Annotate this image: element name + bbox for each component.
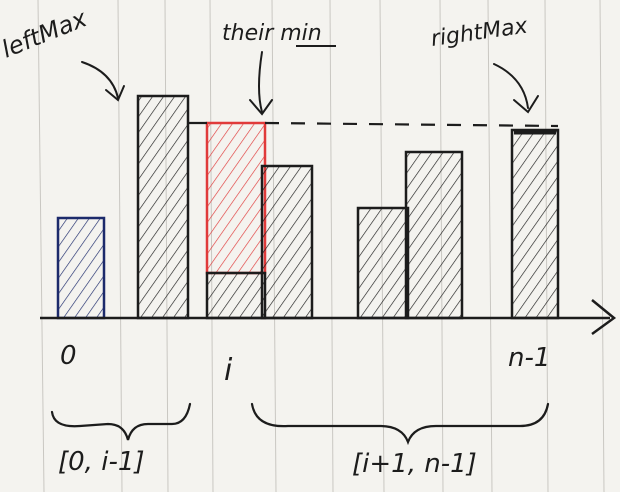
bar-1 xyxy=(136,94,190,320)
bar-5 xyxy=(404,150,464,320)
x-label-0: 0 xyxy=(60,341,77,371)
bar-0 xyxy=(56,216,106,320)
x-label-n-1: n-1 xyxy=(508,343,550,373)
bar-3 xyxy=(260,164,314,320)
x-label-i: i xyxy=(224,353,233,388)
bar-i xyxy=(205,271,267,320)
annotation-arrows xyxy=(81,51,539,116)
bar-4 xyxy=(356,206,410,320)
min-level-line xyxy=(188,121,559,128)
right-max-label: rightMax xyxy=(429,14,530,52)
right-range-label: [i+1, n-1] xyxy=(352,449,477,479)
bar-n-1 xyxy=(510,128,560,320)
water-above-bar-i xyxy=(205,121,267,275)
left-range-label: [0, i-1] xyxy=(58,447,145,477)
ground-axis xyxy=(40,299,617,336)
range-braces xyxy=(50,402,550,446)
their-min-label: their min xyxy=(222,21,322,46)
left-max-label: leftMax xyxy=(0,4,91,64)
